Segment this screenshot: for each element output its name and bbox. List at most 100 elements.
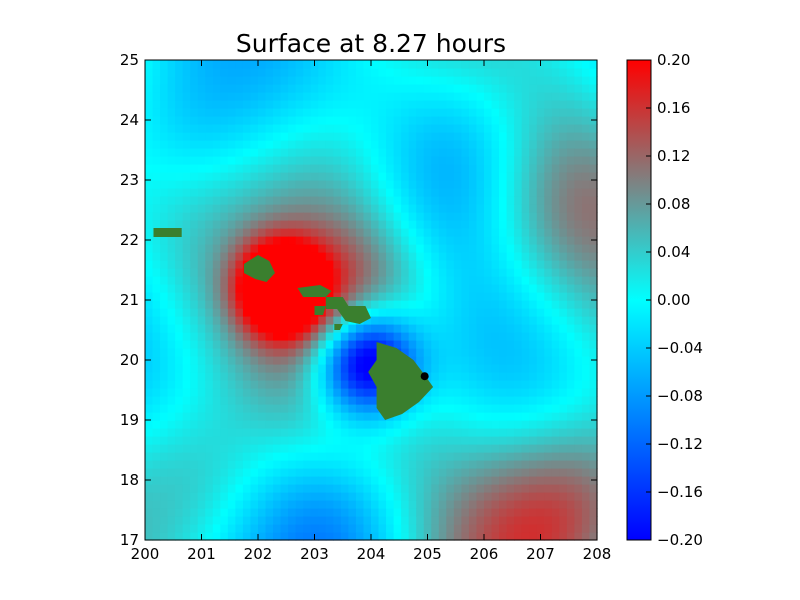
heatmap-cell (152, 444, 161, 453)
heatmap-cell (401, 316, 410, 325)
heatmap-cell (160, 452, 169, 461)
heatmap-cell (544, 108, 553, 117)
heatmap-cell (476, 188, 485, 197)
y-tick-label: 23 (120, 171, 139, 189)
heatmap-cell (536, 244, 545, 253)
heatmap-cell (318, 524, 327, 533)
heatmap-cell (318, 404, 327, 413)
heatmap-cell (205, 348, 214, 357)
heatmap-cell (348, 212, 357, 221)
heatmap-cell (416, 84, 425, 93)
heatmap-cell (461, 196, 470, 205)
heatmap-cell (506, 436, 515, 445)
heatmap-cell (491, 172, 500, 181)
heatmap-cell (235, 116, 244, 125)
heatmap-cell (190, 484, 199, 493)
heatmap-cell (280, 500, 289, 509)
heatmap-cell (273, 300, 282, 309)
heatmap-cell (544, 284, 553, 293)
heatmap-cell (491, 404, 500, 413)
y-tick-label: 25 (120, 51, 139, 69)
heatmap-cell (355, 100, 365, 109)
heatmap-cell (506, 380, 515, 389)
heatmap-cell (393, 500, 402, 509)
heatmap-cell (468, 460, 478, 469)
heatmap-cell (423, 164, 432, 173)
heatmap-cell (175, 68, 184, 77)
heatmap-cell (416, 524, 425, 533)
heatmap-cell (423, 332, 432, 341)
heatmap-cell (280, 116, 289, 125)
heatmap-cell (325, 92, 334, 101)
heatmap-cell (197, 428, 206, 437)
heatmap-cell (242, 276, 252, 285)
heatmap-cell (559, 428, 568, 437)
heatmap-cell (408, 92, 417, 101)
heatmap-cell (355, 420, 365, 429)
heatmap-cell (438, 148, 447, 157)
heatmap-cell (506, 252, 515, 261)
heatmap-cell (536, 292, 545, 301)
heatmap-cell (529, 316, 538, 325)
heatmap-cell (461, 156, 470, 165)
heatmap-cell (212, 444, 221, 453)
heatmap-cell (333, 428, 342, 437)
heatmap-cell (514, 148, 523, 157)
heatmap-cell (506, 340, 515, 349)
heatmap-cell (544, 220, 553, 229)
heatmap-cell (235, 132, 244, 141)
heatmap-cell (536, 140, 545, 149)
heatmap-cell (363, 172, 372, 181)
heatmap-cell (551, 476, 560, 485)
heatmap-cell (371, 412, 380, 421)
heatmap-cell (476, 300, 485, 309)
heatmap-cell (340, 412, 349, 421)
heatmap-cell (529, 532, 538, 541)
heatmap-cell (574, 60, 583, 69)
heatmap-cell (476, 60, 485, 69)
heatmap-cell (453, 516, 462, 525)
heatmap-cell (499, 84, 508, 93)
heatmap-cell (288, 84, 297, 93)
heatmap-cell (536, 372, 545, 381)
heatmap-cell (303, 188, 312, 197)
heatmap-cell (514, 388, 523, 397)
heatmap-cell (386, 164, 395, 173)
heatmap-cell (220, 188, 229, 197)
heatmap-cell (212, 308, 221, 317)
heatmap-cell (416, 500, 425, 509)
heatmap-cell (423, 196, 432, 205)
heatmap-cell (160, 508, 169, 517)
heatmap-cell (529, 164, 538, 173)
heatmap-cell (167, 444, 176, 453)
heatmap-cell (499, 108, 508, 117)
island-shape (325, 297, 371, 324)
heatmap-cell (521, 436, 530, 445)
heatmap-cell (220, 276, 229, 285)
heatmap-cell (325, 124, 334, 133)
heatmap-cell (461, 524, 470, 533)
heatmap-cell (295, 508, 304, 517)
heatmap-cell (242, 84, 252, 93)
heatmap-cell (333, 92, 342, 101)
heatmap-cell (461, 260, 470, 269)
heatmap-cell (589, 196, 598, 205)
heatmap-cell (273, 388, 282, 397)
heatmap-cell (273, 524, 282, 533)
heatmap-cell (348, 124, 357, 133)
heatmap-cell (574, 476, 583, 485)
heatmap-cell (393, 140, 402, 149)
heatmap-cell (544, 404, 553, 413)
heatmap-cell (431, 116, 440, 125)
heatmap-cell (235, 532, 244, 541)
heatmap-cell (258, 420, 267, 429)
heatmap-cell (235, 244, 244, 253)
heatmap-cell (408, 116, 417, 125)
heatmap-cell (258, 484, 267, 493)
heatmap-cell (182, 284, 191, 293)
heatmap-cell (258, 332, 267, 341)
heatmap-cell (220, 236, 229, 245)
heatmap-cell (484, 460, 493, 469)
heatmap-cell (529, 348, 538, 357)
heatmap-cell (581, 300, 591, 309)
